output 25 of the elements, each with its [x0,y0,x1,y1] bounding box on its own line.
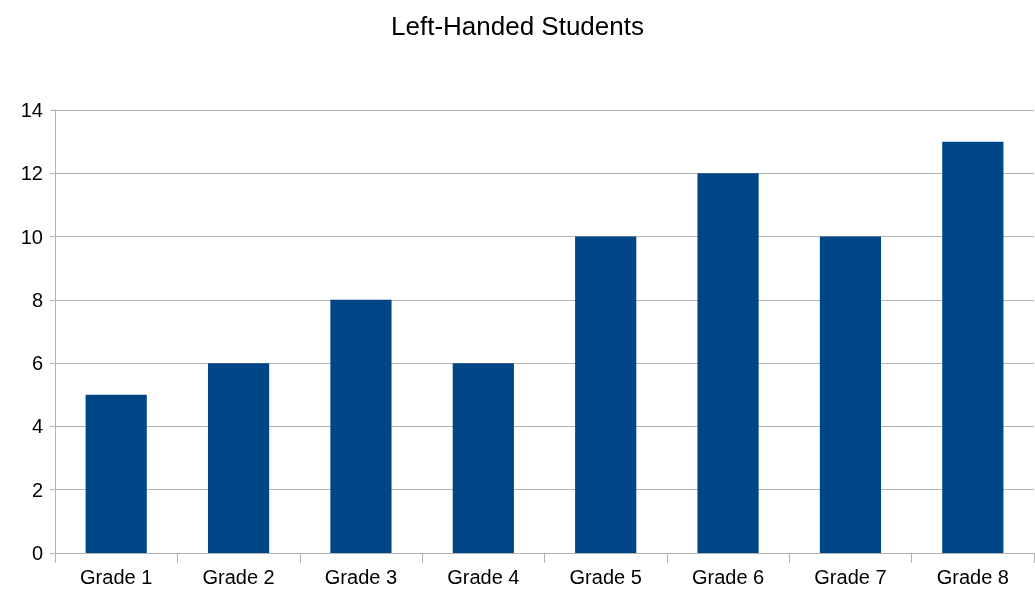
bar [942,141,1004,553]
y-tick-label: 2 [31,478,43,501]
x-tick-label: Grade 2 [202,566,275,588]
y-tick-label: 8 [31,288,43,311]
bar [819,236,882,553]
bar [452,363,514,553]
x-tick-label: Grade 6 [691,566,765,588]
x-tick-label: Grade 5 [569,566,642,588]
x-tick-label: Grade 8 [936,566,1009,588]
x-tick-label: Grade 3 [324,566,398,588]
x-tick-label: Grade 4 [447,566,520,588]
y-tick-label: 14 [20,99,43,121]
bar [697,173,759,553]
chart-title: Left-Handed Students [391,11,644,41]
y-tick-label: 10 [20,225,43,248]
bar [330,299,392,553]
bar [207,363,270,553]
y-tick-label: 4 [31,415,43,438]
x-tick-label: Grade 1 [80,566,153,588]
bar [85,394,147,553]
y-tick-label: 12 [20,162,43,185]
bar [575,236,637,553]
y-tick-label: 6 [31,352,43,375]
y-tick-label: 0 [31,542,43,564]
x-tick-label: Grade 7 [814,566,887,588]
